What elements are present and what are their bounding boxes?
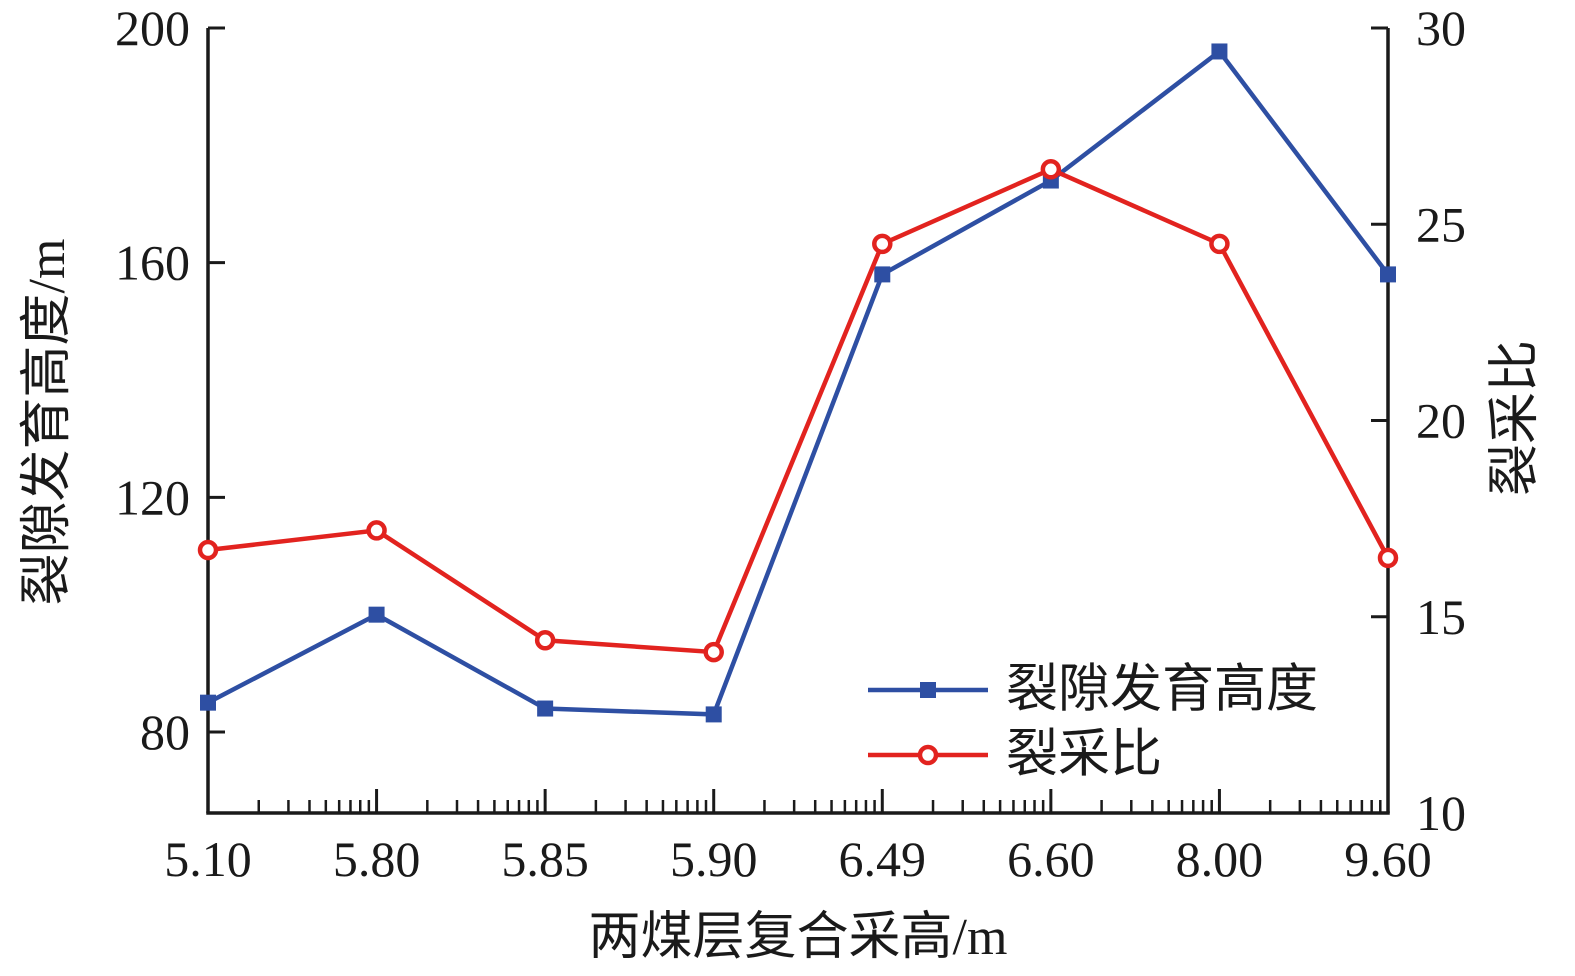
blue-square-marker: [705, 706, 722, 723]
legend-label: 裂采比: [1006, 727, 1162, 784]
right-axis-tick-label: 20: [1416, 393, 1466, 449]
x-axis-tick-label: 9.60: [1344, 831, 1432, 887]
red-circle-marker: [1377, 547, 1399, 569]
right-axis-tick-label: 10: [1416, 785, 1466, 841]
blue-square-marker: [200, 694, 216, 711]
left-axis-tick-label: 120: [115, 469, 190, 525]
left-axis-title: 裂隙发育高度/m: [19, 238, 76, 606]
x-axis-tick-label: 5.80: [333, 831, 421, 887]
x-axis-tick-label: 8.00: [1176, 831, 1264, 887]
right-axis-tick-label: 15: [1416, 589, 1466, 645]
red-circle-marker: [534, 630, 556, 651]
right-axis-title: 裂采比: [1487, 339, 1544, 497]
legend-square-marker: [920, 682, 936, 698]
red-circle-marker: [872, 233, 893, 255]
x-axis-tick-label: 6.49: [839, 831, 927, 887]
left-axis-tick-label: 160: [115, 235, 190, 291]
series-red-line: [207, 166, 1390, 655]
x-axis-tick-label: 5.90: [670, 831, 758, 887]
x-axis-tick-label: 5.10: [164, 831, 252, 887]
x-axis-title: 两煤层复合采高/m: [588, 909, 1008, 966]
legend-circle-marker: [917, 744, 939, 766]
blue-square-marker: [874, 266, 891, 283]
blue-square-marker: [1380, 266, 1396, 283]
red-circle-marker: [1209, 233, 1230, 255]
right-axis-tick-label: 30: [1416, 0, 1466, 56]
left-axis-tick-label: 200: [115, 0, 190, 56]
series-blue-line: [206, 48, 1390, 717]
red-circle-marker: [366, 520, 387, 541]
red-circle-marker: [197, 539, 219, 561]
blue-square-marker: [1211, 43, 1228, 60]
legend-label: 裂隙发育高度: [1006, 662, 1318, 719]
red-circle-marker: [703, 641, 724, 663]
left-axis-tick-label: 80: [140, 704, 190, 760]
x-axis-tick-label: 5.85: [501, 831, 589, 887]
x-axis-tick-label: 6.60: [1007, 831, 1095, 887]
right-axis-tick-label: 25: [1416, 196, 1466, 252]
blue-square-marker: [537, 700, 554, 717]
red-circle-marker: [1040, 159, 1062, 180]
blue-square-marker: [368, 606, 385, 623]
